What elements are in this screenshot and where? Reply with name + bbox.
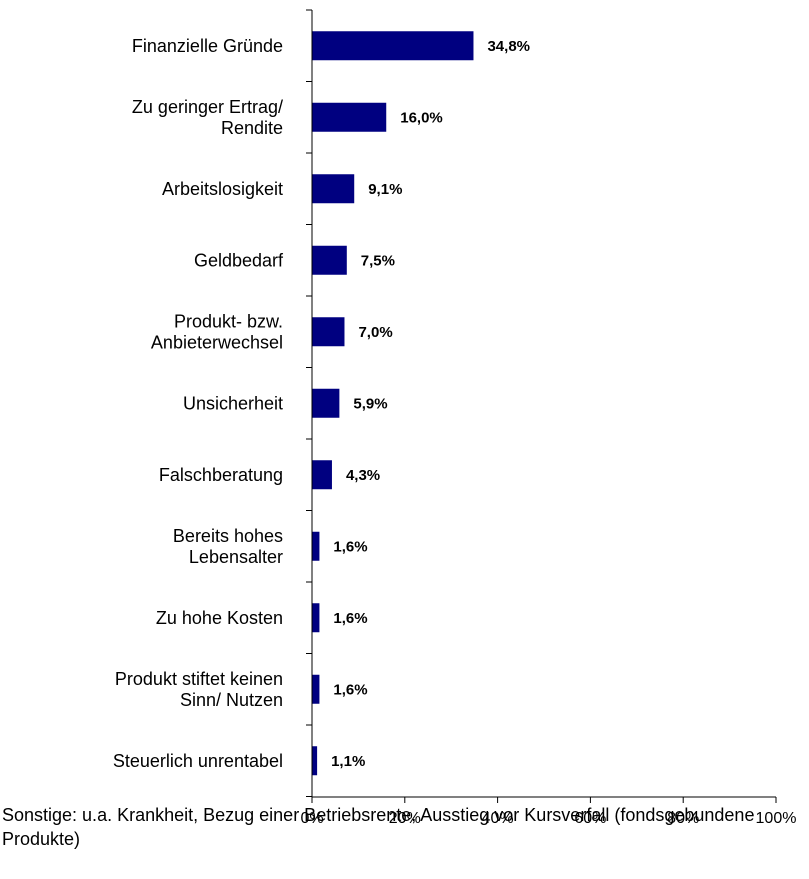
category-label: Anbieterwechsel — [151, 332, 283, 352]
x-tick-label: 100% — [756, 810, 797, 827]
data-label: 1,1% — [331, 753, 365, 770]
bar — [312, 102, 387, 132]
bar — [312, 531, 320, 561]
category-label: Falschberatung — [159, 465, 283, 485]
bar — [312, 317, 345, 347]
x-tick-label: 40% — [482, 810, 514, 827]
labels-layer: 34,8% Finanzielle Gründe 16,0% Zu geringer … — [113, 36, 530, 771]
data-label: 9,1% — [368, 181, 402, 198]
axis-layer: 0% 20% 40% 60% 80% 100% — [300, 9, 797, 827]
bars-layer — [312, 31, 474, 776]
data-label: 7,5% — [361, 252, 395, 269]
chart-svg: 0% 20% 40% 60% 80% 100% 34,8% Finanzielle Grün… — [113, 9, 796, 827]
category-label: Arbeitslosigkeit — [162, 179, 283, 199]
data-label: 4,3% — [346, 467, 380, 484]
data-label: 34,8% — [487, 38, 530, 55]
data-label: 16,0% — [400, 109, 443, 126]
footnote-text: Sonstige: u.a. Krankheit, Bezug einer Be… — [2, 805, 755, 849]
x-tick-label: 60% — [574, 810, 606, 827]
category-label: Steuerlich unrentabel — [113, 751, 283, 771]
category-label: Geldbedarf — [194, 250, 284, 270]
bar — [312, 674, 320, 704]
x-tick-label: 80% — [667, 810, 699, 827]
category-label: Sinn/ Nutzen — [180, 690, 283, 710]
data-label: 1,6% — [333, 610, 367, 627]
category-label: Unsicherheit — [183, 393, 283, 413]
category-label: Rendite — [221, 118, 283, 138]
data-label: 5,9% — [353, 395, 387, 412]
category-label: Produkt stiftet keinen — [115, 669, 283, 689]
x-tick-label: 0% — [300, 810, 323, 827]
bar — [312, 460, 332, 490]
category-label: Lebensalter — [189, 547, 283, 567]
bar-chart: 0% 20% 40% 60% 80% 100% 34,8% Finanzielle Grün… — [113, 9, 796, 827]
bar — [312, 31, 474, 61]
category-label: Finanzielle Gründe — [132, 36, 283, 56]
bar — [312, 603, 320, 633]
category-label: Bereits hohes — [173, 526, 283, 546]
bar — [312, 388, 340, 418]
bar — [312, 746, 318, 776]
category-label: Produkt- bzw. — [174, 311, 283, 331]
data-label: 1,6% — [333, 681, 367, 698]
bar — [312, 245, 347, 275]
category-label: Zu geringer Ertrag/ — [132, 97, 283, 117]
data-label: 7,0% — [358, 324, 392, 341]
category-label: Zu hohe Kosten — [156, 608, 283, 628]
bar — [312, 174, 355, 204]
x-tick-label: 20% — [389, 810, 421, 827]
data-label: 1,6% — [333, 538, 367, 555]
